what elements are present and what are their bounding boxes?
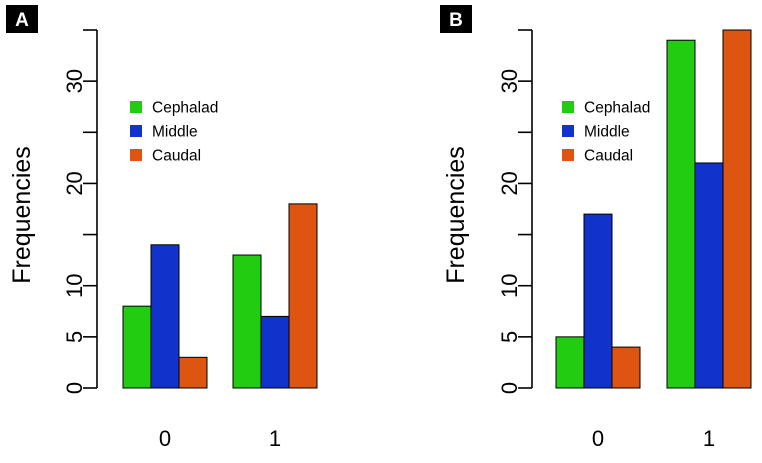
- x-tick-label: 0: [159, 426, 171, 451]
- bar-cephalad-1: [232, 254, 262, 389]
- legend-swatch-caudal: [562, 149, 574, 161]
- panel-a: A 0 5 10 20 30 Frequencies 0 1 Cephalad Middle Caud…: [6, 5, 318, 451]
- legend-swatch-caudal: [130, 149, 142, 161]
- x-tick-label: 1: [703, 426, 715, 451]
- bar-cephalad-1: [666, 39, 696, 389]
- y-tick-label: 5: [62, 331, 87, 343]
- panel-label-box: [6, 5, 38, 33]
- panel-label: A: [15, 10, 29, 31]
- y-tick-label: 10: [62, 273, 87, 297]
- legend-swatch-cephalad: [130, 101, 142, 113]
- y-tick-label: 10: [497, 273, 522, 297]
- legend-label-middle: Middle: [584, 124, 630, 141]
- y-tick-label: 20: [497, 171, 522, 195]
- legend-swatch-cephalad: [562, 101, 574, 113]
- bar-cephalad-0: [555, 336, 585, 389]
- bar-cephalad-0: [122, 305, 152, 389]
- y-tick-label: 30: [62, 69, 87, 93]
- y-tick-label: 0: [62, 382, 87, 394]
- legend-label-caudal: Caudal: [152, 148, 201, 165]
- x-tick-label: 0: [592, 426, 604, 451]
- y-tick-label: 20: [62, 171, 87, 195]
- x-tick-label: 1: [269, 426, 281, 451]
- legend-label-cephalad: Cephalad: [584, 100, 650, 117]
- y-axis-label: Frequencies: [442, 146, 470, 284]
- bar-middle-1: [260, 315, 290, 389]
- panel-b: B 0 5 10 20 30 Frequencies 0 1 Cephalad Middle Caud…: [440, 5, 752, 451]
- y-tick-label: 30: [497, 69, 522, 93]
- bar-middle-0: [150, 244, 180, 389]
- bar-middle-0: [583, 213, 613, 389]
- legend-label-cephalad: Cephalad: [152, 100, 218, 117]
- y-axis-label: Frequencies: [8, 146, 36, 284]
- bar-caudal-1: [722, 29, 752, 389]
- legend-label-middle: Middle: [152, 124, 198, 141]
- legend-swatch-middle: [562, 125, 574, 137]
- bar-caudal-0: [178, 356, 208, 389]
- bar-middle-1: [694, 162, 724, 389]
- panel-label: B: [449, 10, 463, 31]
- bar-caudal-1: [288, 203, 318, 389]
- bar-caudal-0: [611, 346, 641, 389]
- panel-label-box: [440, 5, 472, 33]
- y-tick-label: 0: [497, 382, 522, 394]
- legend-label-caudal: Caudal: [584, 148, 633, 165]
- y-tick-label: 5: [497, 331, 522, 343]
- legend-swatch-middle: [130, 125, 142, 137]
